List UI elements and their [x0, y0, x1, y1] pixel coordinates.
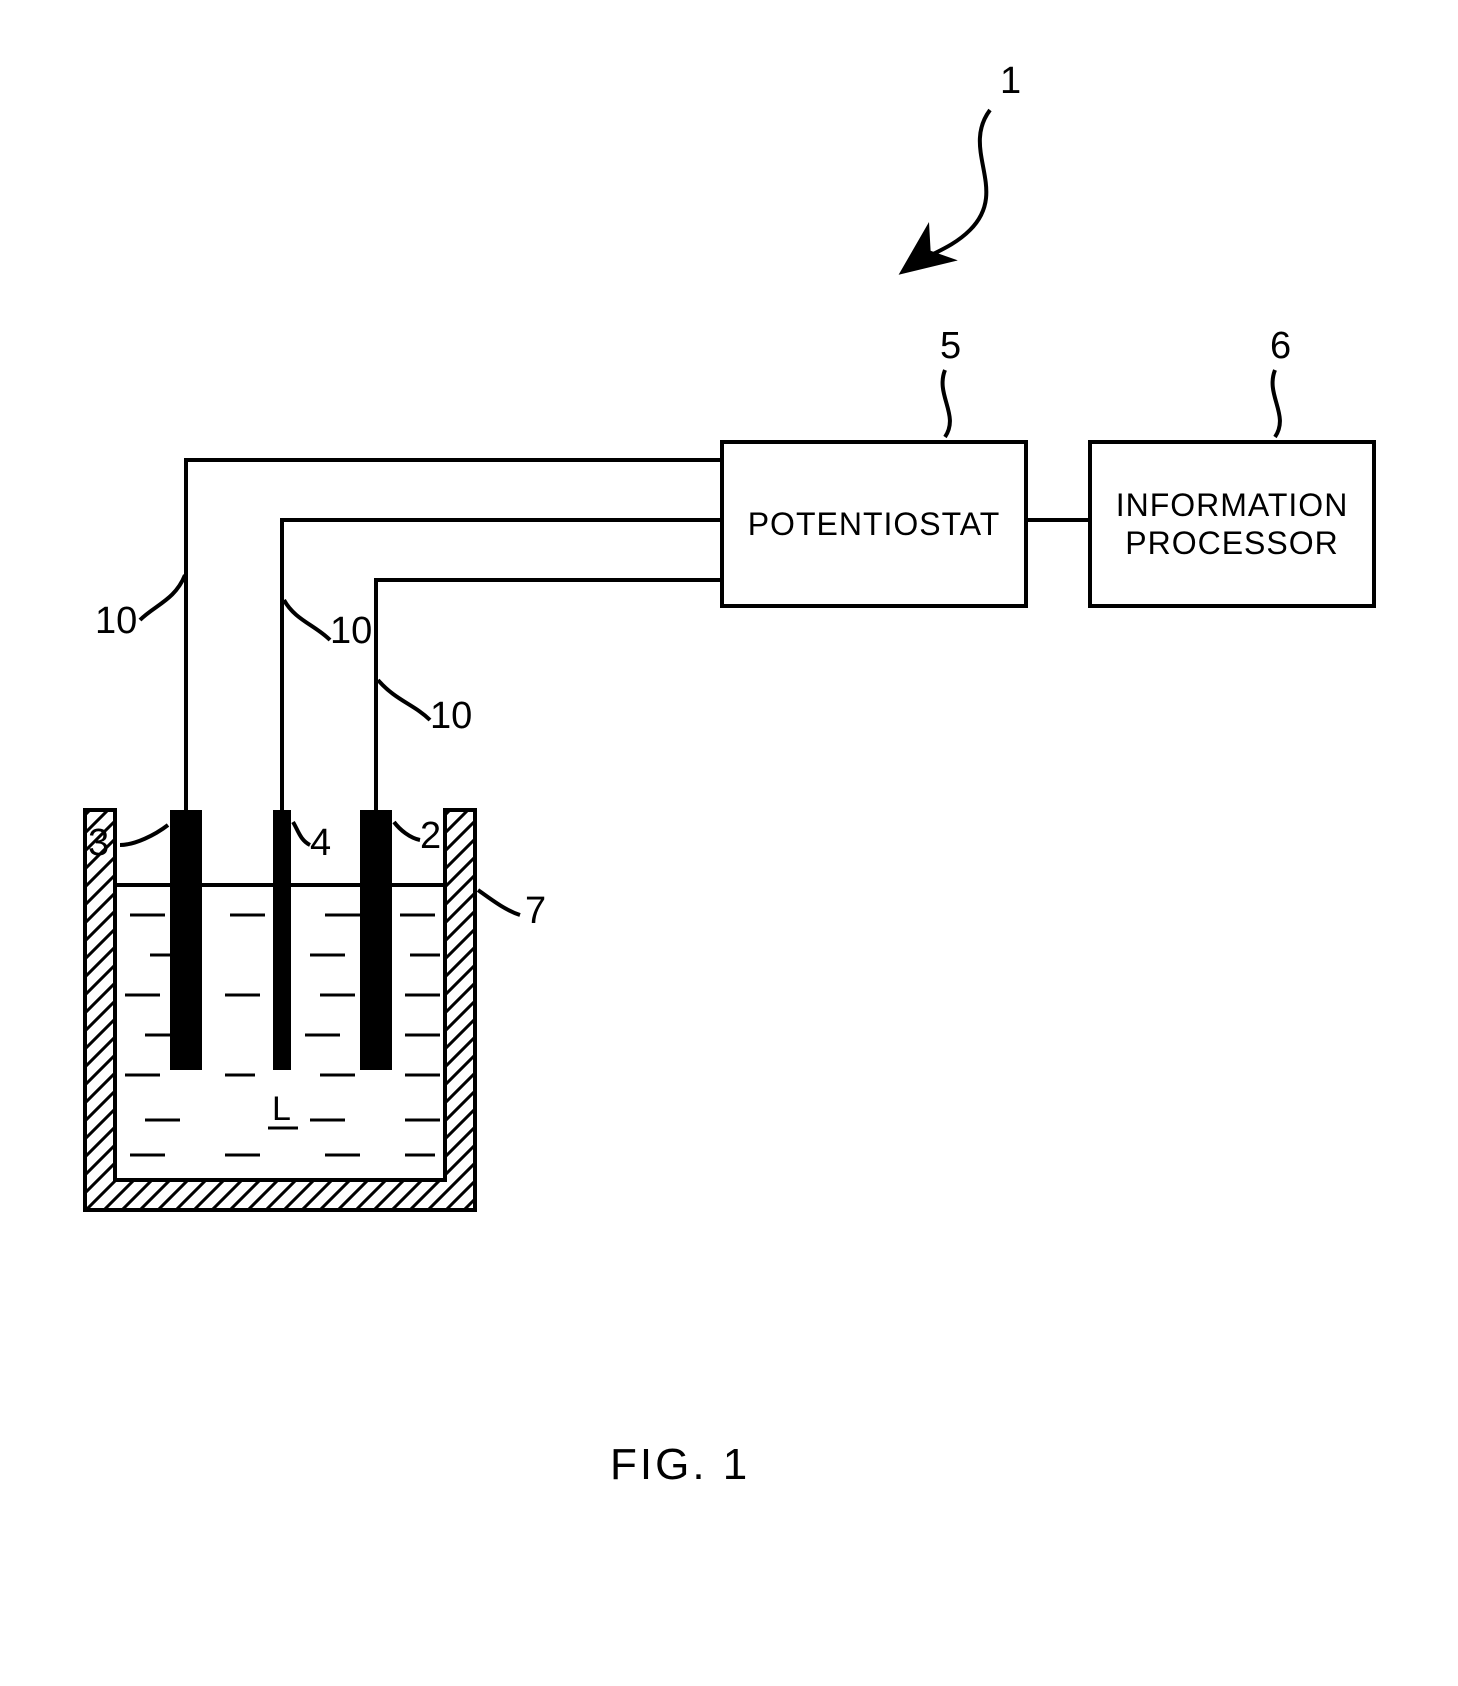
callout-6: 6 — [1270, 325, 1291, 368]
leader-10b — [284, 600, 330, 640]
leader-6 — [1273, 370, 1280, 437]
wire-right — [376, 580, 720, 810]
leader-7 — [478, 890, 520, 915]
figure-canvas: POTENTIOSTAT INFORMATION PROCESSOR — [0, 0, 1458, 1686]
leader-2 — [394, 822, 420, 840]
wire-left — [186, 460, 720, 810]
callout-1: 1 — [1000, 60, 1021, 103]
callout-4: 4 — [310, 822, 331, 865]
callout-2: 2 — [420, 815, 441, 858]
electrode-right — [360, 810, 392, 1070]
callout-7: 7 — [525, 890, 546, 933]
leader-3 — [120, 825, 168, 845]
electrode-middle — [273, 810, 291, 1070]
wire-middle — [282, 520, 720, 810]
leader-1 — [905, 110, 990, 270]
leader-4 — [293, 822, 310, 845]
liquid-label: L — [272, 1090, 291, 1129]
callout-10a: 10 — [95, 600, 137, 643]
diagram-svg — [0, 0, 1458, 1686]
callout-5: 5 — [940, 325, 961, 368]
callout-10b: 10 — [330, 610, 372, 653]
callout-3: 3 — [88, 822, 109, 865]
leader-10a — [140, 575, 185, 620]
leader-10c — [378, 680, 430, 720]
leader-5 — [943, 370, 950, 437]
figure-caption: FIG. 1 — [610, 1440, 750, 1490]
callout-10c: 10 — [430, 695, 472, 738]
electrode-left — [170, 810, 202, 1070]
